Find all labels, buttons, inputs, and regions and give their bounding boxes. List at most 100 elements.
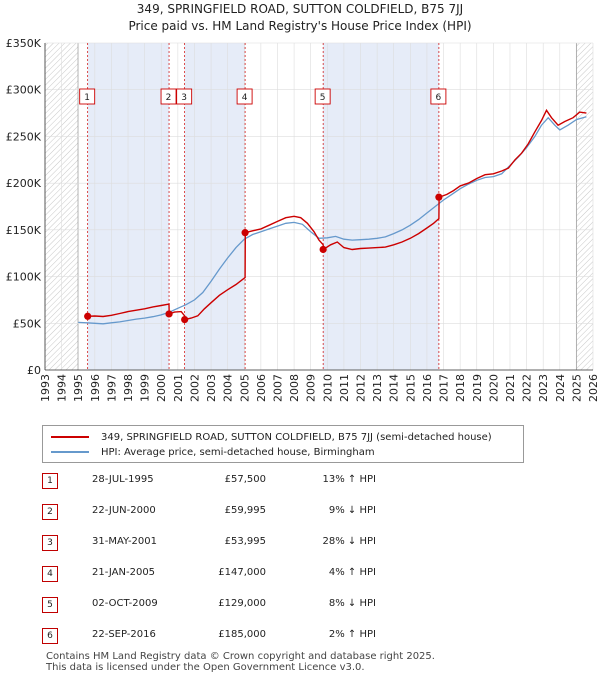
table-row: 6 22-SEP-2016 £185,000 2% ↑ HPI bbox=[42, 628, 562, 644]
x-tick-label: 2006 bbox=[255, 374, 268, 402]
x-tick-label: 1999 bbox=[139, 374, 152, 402]
transaction-price: £147,000 bbox=[218, 567, 266, 578]
transaction-date: 31-MAY-2001 bbox=[92, 536, 158, 547]
transaction-hpi-delta: 28% ↓ HPI bbox=[322, 536, 376, 547]
x-tick-label: 2017 bbox=[438, 374, 451, 402]
transaction-price: £129,000 bbox=[218, 598, 266, 609]
x-tick-label: 2011 bbox=[338, 374, 351, 402]
sale-label-2: 2 bbox=[166, 93, 172, 103]
shaded-period-band bbox=[184, 43, 246, 370]
sale-point-6 bbox=[435, 193, 443, 201]
sale-point-4 bbox=[241, 229, 249, 237]
x-tick-label: 2026 bbox=[587, 374, 600, 402]
table-row: 4 21-JAN-2005 £147,000 4% ↑ HPI bbox=[42, 566, 562, 582]
sale-label-1: 1 bbox=[84, 93, 90, 103]
x-tick-label: 2001 bbox=[172, 374, 185, 402]
shaded-period-band bbox=[323, 43, 439, 370]
sale-point-3 bbox=[181, 315, 189, 324]
x-tick-label: 2013 bbox=[371, 374, 384, 402]
table-row: 2 22-JUN-2000 £59,995 9% ↓ HPI bbox=[42, 504, 562, 520]
transaction-date: 22-JUN-2000 bbox=[92, 505, 156, 516]
y-tick-label: £300K bbox=[6, 84, 42, 97]
footer-line-1: Contains HM Land Registry data © Crown c… bbox=[46, 651, 435, 662]
transaction-date: 28-JUL-1995 bbox=[92, 474, 154, 485]
legend-swatch-hpi bbox=[51, 451, 89, 453]
x-tick-label: 2014 bbox=[388, 374, 401, 402]
sale-label-box-1 bbox=[79, 88, 96, 105]
x-tick-label: 2021 bbox=[504, 374, 517, 402]
y-tick-label: £250K bbox=[6, 130, 42, 143]
sale-label-4: 4 bbox=[242, 93, 248, 103]
table-row: 3 31-MAY-2001 £53,995 28% ↓ HPI bbox=[42, 535, 562, 551]
table-row: 1 28-JUL-1995 £57,500 13% ↑ HPI bbox=[42, 473, 562, 489]
x-tick-label: 2004 bbox=[222, 374, 235, 402]
transaction-hpi-delta: 2% ↑ HPI bbox=[328, 629, 376, 640]
x-tick-label: 1993 bbox=[39, 374, 52, 402]
transaction-price: £185,000 bbox=[218, 629, 266, 640]
transaction-hpi-delta: 4% ↑ HPI bbox=[328, 567, 376, 578]
sale-label-box-2 bbox=[160, 88, 177, 105]
chart-title: 349, SPRINGFIELD ROAD, SUTTON COLDFIELD,… bbox=[136, 2, 464, 16]
x-tick-label: 2000 bbox=[155, 374, 168, 402]
transaction-price: £57,500 bbox=[224, 474, 266, 485]
transaction-hpi-delta: 13% ↑ HPI bbox=[322, 474, 376, 485]
transaction-hpi-delta: 8% ↓ HPI bbox=[328, 598, 376, 609]
y-tick-label: £0 bbox=[27, 364, 41, 377]
x-tick-label: 1995 bbox=[72, 374, 85, 402]
sale-label-box-5 bbox=[314, 88, 331, 105]
x-tick-label: 2020 bbox=[487, 374, 500, 402]
legend-item-hpi: HPI: Average price, semi-detached house,… bbox=[51, 444, 375, 460]
x-tick-label: 2012 bbox=[355, 374, 368, 402]
x-tick-label: 2022 bbox=[521, 374, 534, 402]
x-tick-label: 1998 bbox=[122, 374, 135, 402]
footer-line-2: This data is licensed under the Open Gov… bbox=[46, 662, 365, 673]
transaction-number-badge: 2 bbox=[42, 504, 58, 520]
transaction-date: 02-OCT-2009 bbox=[92, 598, 158, 609]
x-tick-label: 2019 bbox=[471, 374, 484, 402]
sale-point-2 bbox=[165, 310, 173, 318]
x-tick-label: 2023 bbox=[537, 374, 550, 402]
legend-label-property: 349, SPRINGFIELD ROAD, SUTTON COLDFIELD,… bbox=[101, 431, 492, 443]
sale-label-5: 5 bbox=[320, 93, 326, 103]
x-tick-label: 1996 bbox=[89, 374, 102, 402]
chart-subtitle: Price paid vs. HM Land Registry's House … bbox=[128, 19, 472, 33]
x-tick-label: 2015 bbox=[404, 374, 417, 402]
transaction-price: £59,995 bbox=[224, 505, 266, 516]
footer-attribution: Contains HM Land Registry data © Crown c… bbox=[46, 651, 435, 673]
transaction-date: 22-SEP-2016 bbox=[92, 629, 156, 640]
x-tick-label: 2002 bbox=[188, 374, 201, 402]
x-tick-label: 2018 bbox=[454, 374, 467, 402]
sale-label-box-3 bbox=[176, 88, 193, 105]
x-tick-label: 2005 bbox=[238, 374, 251, 402]
transaction-price: £53,995 bbox=[224, 536, 266, 547]
x-tick-label: 2003 bbox=[205, 374, 218, 402]
x-tick-label: 2024 bbox=[554, 374, 567, 402]
legend: 349, SPRINGFIELD ROAD, SUTTON COLDFIELD,… bbox=[42, 425, 524, 463]
sale-label-3: 3 bbox=[181, 93, 187, 103]
x-tick-label: 1994 bbox=[56, 374, 69, 402]
x-tick-label: 2009 bbox=[305, 374, 318, 402]
transaction-number-badge: 4 bbox=[42, 566, 58, 582]
y-tick-label: £50K bbox=[13, 317, 42, 330]
sale-label-6: 6 bbox=[436, 93, 442, 103]
legend-label-hpi: HPI: Average price, semi-detached house,… bbox=[101, 446, 375, 458]
y-tick-label: £350K bbox=[6, 37, 42, 50]
sale-point-5 bbox=[319, 245, 327, 254]
x-tick-label: 2016 bbox=[421, 374, 434, 402]
table-row: 5 02-OCT-2009 £129,000 8% ↓ HPI bbox=[42, 597, 562, 613]
transaction-number-badge: 6 bbox=[42, 628, 58, 644]
transaction-hpi-delta: 9% ↓ HPI bbox=[328, 505, 376, 516]
transaction-date: 21-JAN-2005 bbox=[92, 567, 156, 578]
legend-item-property: 349, SPRINGFIELD ROAD, SUTTON COLDFIELD,… bbox=[51, 429, 492, 445]
x-tick-label: 1997 bbox=[105, 374, 118, 402]
transaction-number-badge: 1 bbox=[42, 473, 58, 489]
x-tick-label: 2025 bbox=[570, 374, 583, 402]
transaction-number-badge: 3 bbox=[42, 535, 58, 551]
legend-swatch-property bbox=[51, 436, 89, 438]
no-data-hatch bbox=[576, 43, 593, 370]
y-tick-label: £150K bbox=[6, 224, 42, 237]
x-tick-label: 2010 bbox=[321, 374, 334, 402]
x-tick-label: 2007 bbox=[271, 374, 284, 402]
